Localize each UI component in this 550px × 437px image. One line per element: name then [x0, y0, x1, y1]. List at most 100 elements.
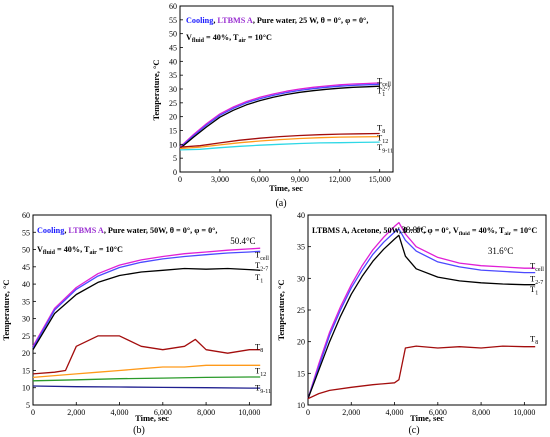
- panel-c-legend-vfluid-sub: fluid: [459, 231, 470, 237]
- series-tag-sub: 1: [535, 291, 538, 297]
- series-tag-sub: 2-7: [535, 280, 543, 286]
- panel-c-series-t-1: [307, 234, 536, 399]
- panel-c-x-axis-label: Time, sec: [410, 413, 444, 423]
- panel-a-series-tag: T8: [377, 123, 385, 136]
- panel-c-x-tick-label: 8,000: [472, 408, 490, 417]
- panel-a-y-tick-label: 60: [169, 2, 177, 11]
- series-tag-main: T: [377, 85, 383, 95]
- panel-b-legend-tair-sub: air: [89, 250, 97, 256]
- panel-c-y-tick-label: 40: [297, 211, 305, 220]
- panel-a-series-tag: T2-7: [377, 80, 390, 93]
- panel-a-marks: [179, 82, 380, 151]
- panel-a-x-ticks: 0 3,000 6,000 9,000 12,000 15,000: [178, 169, 391, 184]
- panel-b-x-ticks: 0 2,000 4,000 6,000 8,000 10,000: [31, 402, 260, 417]
- panel-a-series-t-2-7: [179, 83, 380, 149]
- panel-c-marks: [307, 221, 536, 400]
- panel-a-series-tag: T1: [377, 85, 385, 98]
- panel-b-y-tick-label: 20: [22, 349, 30, 358]
- panel-a-series-t-12: [179, 135, 380, 150]
- series-tag-sub: 1: [382, 92, 385, 98]
- panel-a-legend-line1: Cooling, LTBMS A, Pure water, 25 W, θ = …: [186, 16, 368, 25]
- panel-a-y-tick-label: 20: [169, 113, 177, 122]
- series-tag-main: T: [377, 123, 383, 133]
- panel-a-y-tick-label: 50: [169, 30, 177, 39]
- panel-b-y-tick-label: 10: [22, 384, 30, 393]
- panel-b-series-tag: T8: [255, 341, 263, 354]
- panel-b-x-tick-label: 8,000: [197, 408, 215, 417]
- panel-a-y-tick-label: 25: [169, 99, 177, 108]
- series-tag-sub: 12: [382, 139, 388, 145]
- panel-b-y-tick-label: 50: [22, 246, 30, 255]
- panel-c-plot-frame: [307, 214, 547, 406]
- panel-c-legend-tair-val: = 10°C: [511, 226, 537, 235]
- panel-a-y-tick-label: 15: [169, 127, 177, 136]
- panel-b-series-tag: T2-7: [255, 260, 268, 273]
- panel-b-legend-vfluid-sub: fluid: [43, 250, 56, 256]
- series-tag-main: T: [530, 284, 536, 294]
- panel-a-legend-line2: Vfluid = 40%, Tair = 10°C: [186, 33, 272, 44]
- panel-a-y-tick-label: 0: [173, 168, 177, 177]
- panel-b-y-tick-label: 15: [22, 366, 30, 375]
- series-tag-main: T: [530, 334, 536, 344]
- panel-b-x-tick-label: 2,000: [67, 408, 85, 417]
- panel-b-x-tick-label: 6,000: [154, 408, 172, 417]
- panel-b-y-tick-label: 40: [22, 280, 30, 289]
- panel-a-x-tick-label: 6,000: [251, 175, 269, 184]
- panel-c-x-tick-label: 0: [306, 408, 310, 417]
- panel-c-series-tag: Tcell: [530, 261, 544, 274]
- panel-b-marks: [32, 247, 261, 389]
- panel-c-series-t-8: [307, 345, 536, 400]
- panel-a-caption: (a): [275, 198, 286, 209]
- panel-b-caption: (b): [133, 425, 145, 436]
- panel-a-x-tick-label: 9,000: [291, 175, 309, 184]
- panel-c-y-ticks: 10 15 20 25 30 35 40: [297, 211, 311, 410]
- panel-c-y-tick-label: 30: [297, 274, 305, 283]
- panel-b-y-tick-label: 45: [22, 263, 30, 272]
- series-tag-sub: 9-11: [260, 389, 271, 395]
- panel-b-legend-ltbms: LTBMS A: [68, 226, 104, 235]
- panel-b-series-t-cell: [32, 247, 261, 347]
- panel-b-series-tag: T9-11: [255, 383, 271, 396]
- series-tag-sub: 2-7: [382, 86, 390, 92]
- panel-c-x-tick-label: 2,000: [342, 408, 360, 417]
- panel-a-legend-vfluid: V: [186, 33, 192, 42]
- panel-a-y-tick-label: 55: [169, 16, 177, 25]
- panel-b-legend-comma: ,: [64, 226, 68, 235]
- panel-c-series-tag: T2-7: [530, 273, 543, 286]
- panel-c-series-tag: T8: [530, 334, 538, 347]
- panel-a: 0 5 10 15 20 25 30 35 40 45 50 55 60 0 3,000 6,000 9,00…: [151, 2, 394, 209]
- series-tag-sub: 9-11: [382, 149, 393, 155]
- panel-c-annotations: 38.8°C 31.6°C: [401, 225, 513, 256]
- panel-c-y-tick-label: 15: [297, 369, 305, 378]
- panel-a-legend-tair-sub: air: [238, 38, 246, 44]
- panel-c-annotation: 38.8°C: [401, 225, 426, 235]
- series-tag-main: T: [255, 341, 261, 351]
- series-tag-main: T: [530, 261, 536, 271]
- panel-a-series-t-1: [179, 85, 380, 149]
- panel-a-series-tag: T12: [377, 132, 388, 145]
- series-tag-main: T: [255, 383, 261, 393]
- panel-a-series-t-8: [179, 132, 380, 148]
- panel-a-y-axis-label: Temperature, °C: [151, 59, 161, 120]
- panel-b-y-ticks: 5 10 15 20 25 30 35 40 45 50 55 60: [22, 211, 36, 410]
- panel-c-caption: (c): [408, 425, 419, 436]
- panel-a-series-tag: T9-11: [377, 142, 393, 155]
- panel-b-legend-rest: , Pure water, 50W, θ = 0°, φ = 0°,: [104, 226, 218, 235]
- panel-a-y-tick-label: 35: [169, 71, 177, 80]
- series-tag-main: T: [377, 76, 383, 86]
- panel-b-y-tick-label: 25: [22, 332, 30, 341]
- panel-b: 5 10 15 20 25 30 35 40 45 50 55 60 0 2,000 4,000 6,000…: [1, 211, 272, 436]
- panel-b-legend-tair-val: = 10°C: [97, 245, 123, 254]
- panel-b-y-axis-label: Temperature, °C: [1, 279, 11, 340]
- panel-a-y-tick-label: 5: [173, 154, 177, 163]
- series-tag-sub: 2-7: [260, 267, 268, 273]
- panel-b-y-tick-label: 5: [26, 401, 30, 410]
- series-tag-main: T: [255, 272, 261, 282]
- panel-a-x-axis-label: Time, sec: [269, 183, 303, 193]
- panel-b-y-tick-label: 60: [22, 211, 30, 220]
- panel-a-x-tick-label: 0: [178, 175, 182, 184]
- panel-c-y-tick-label: 10: [297, 401, 305, 410]
- series-tag-sub: 12: [260, 372, 266, 378]
